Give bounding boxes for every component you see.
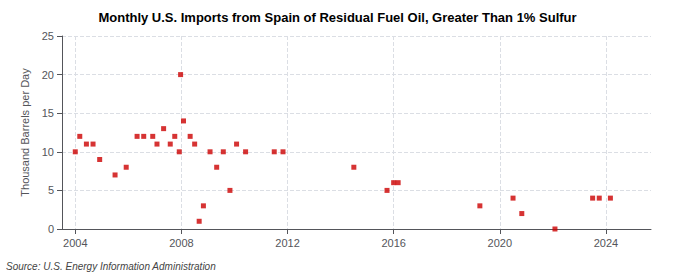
svg-text:2004: 2004 xyxy=(63,237,87,249)
svg-text:Thousand Barrels per Day: Thousand Barrels per Day xyxy=(19,68,31,197)
svg-text:25: 25 xyxy=(42,30,54,42)
svg-text:2024: 2024 xyxy=(594,237,618,249)
svg-text:2012: 2012 xyxy=(275,237,299,249)
svg-text:2016: 2016 xyxy=(381,237,405,249)
svg-text:20: 20 xyxy=(42,69,54,81)
svg-text:10: 10 xyxy=(42,146,54,158)
svg-text:15: 15 xyxy=(42,107,54,119)
svg-text:0: 0 xyxy=(48,223,54,235)
svg-text:Monthly U.S. Imports from Spai: Monthly U.S. Imports from Spain of Resid… xyxy=(98,10,576,25)
svg-text:2020: 2020 xyxy=(488,237,512,249)
svg-text:5: 5 xyxy=(48,184,54,196)
svg-text:Source: U.S. Energy Informatio: Source: U.S. Energy Information Administ… xyxy=(6,261,216,272)
svg-text:2008: 2008 xyxy=(169,237,193,249)
